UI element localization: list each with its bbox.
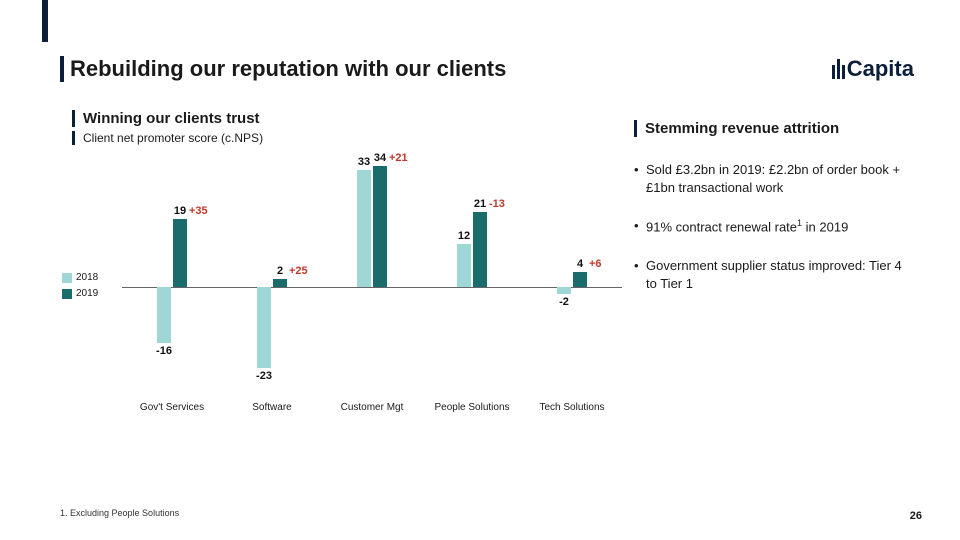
- left-section: Winning our clients trust Client net pro…: [72, 110, 592, 145]
- bar-2019: [573, 272, 587, 286]
- logo-bars-icon: [832, 59, 845, 79]
- bullet-item: 91% contract renewal rate1 in 2019: [634, 217, 914, 237]
- brand-logo: Capita: [832, 56, 914, 82]
- chart-group: 3334+21: [322, 160, 422, 390]
- brand-name: Capita: [847, 56, 914, 82]
- right-section: Stemming revenue attrition Sold £3.2bn i…: [634, 120, 914, 313]
- chart-group: 1221-13: [422, 160, 522, 390]
- chart-legend: 20182019: [62, 270, 98, 302]
- bullet-item: Government supplier status improved: Tie…: [634, 257, 914, 293]
- bar-2018: [557, 287, 571, 294]
- bar-2018: [257, 287, 271, 368]
- bar-2019: [373, 166, 387, 286]
- legend-item: 2018: [62, 270, 98, 286]
- bar-2018: [157, 287, 171, 344]
- bar-2018: [457, 244, 471, 286]
- chart-group: -1619+35: [122, 160, 222, 390]
- x-axis-label: Tech Solutions: [522, 402, 622, 413]
- nps-chart: 20182019 -1619+35-232+253334+211221-13-2…: [62, 160, 622, 440]
- delta-label: -13: [489, 198, 519, 210]
- delta-label: +35: [189, 205, 219, 217]
- delta-label: +6: [589, 258, 619, 270]
- page-number: 26: [910, 510, 922, 522]
- bar-value-2018: -23: [249, 370, 279, 382]
- footnote: 1. Excluding People Solutions: [60, 508, 179, 518]
- chart-group: -232+25: [222, 160, 322, 390]
- accent-bar: [42, 0, 48, 42]
- left-title: Winning our clients trust: [83, 110, 592, 127]
- bar-value-2018: -16: [149, 345, 179, 357]
- bar-value-2018: -2: [549, 296, 579, 308]
- right-title: Stemming revenue attrition: [645, 120, 914, 137]
- x-axis-label: Software: [222, 402, 322, 413]
- x-axis-label: People Solutions: [422, 402, 522, 413]
- bar-2018: [357, 170, 371, 287]
- bar-2019: [173, 219, 187, 286]
- delta-label: +21: [389, 152, 419, 164]
- bar-2019: [473, 212, 487, 286]
- bar-2019: [273, 279, 287, 286]
- chart-group: -24+6: [522, 160, 622, 390]
- delta-label: +25: [289, 265, 319, 277]
- chart-plot: -1619+35-232+253334+211221-13-24+6: [122, 160, 622, 390]
- x-axis-label: Gov't Services: [122, 402, 222, 413]
- left-subtitle: Client net promoter score (c.NPS): [72, 131, 592, 145]
- bullet-item: Sold £3.2bn in 2019: £2.2bn of order boo…: [634, 161, 914, 197]
- bullet-list: Sold £3.2bn in 2019: £2.2bn of order boo…: [634, 161, 914, 293]
- legend-item: 2019: [62, 286, 98, 302]
- page-title: Rebuilding our reputation with our clien…: [60, 56, 506, 82]
- x-axis-label: Customer Mgt: [322, 402, 422, 413]
